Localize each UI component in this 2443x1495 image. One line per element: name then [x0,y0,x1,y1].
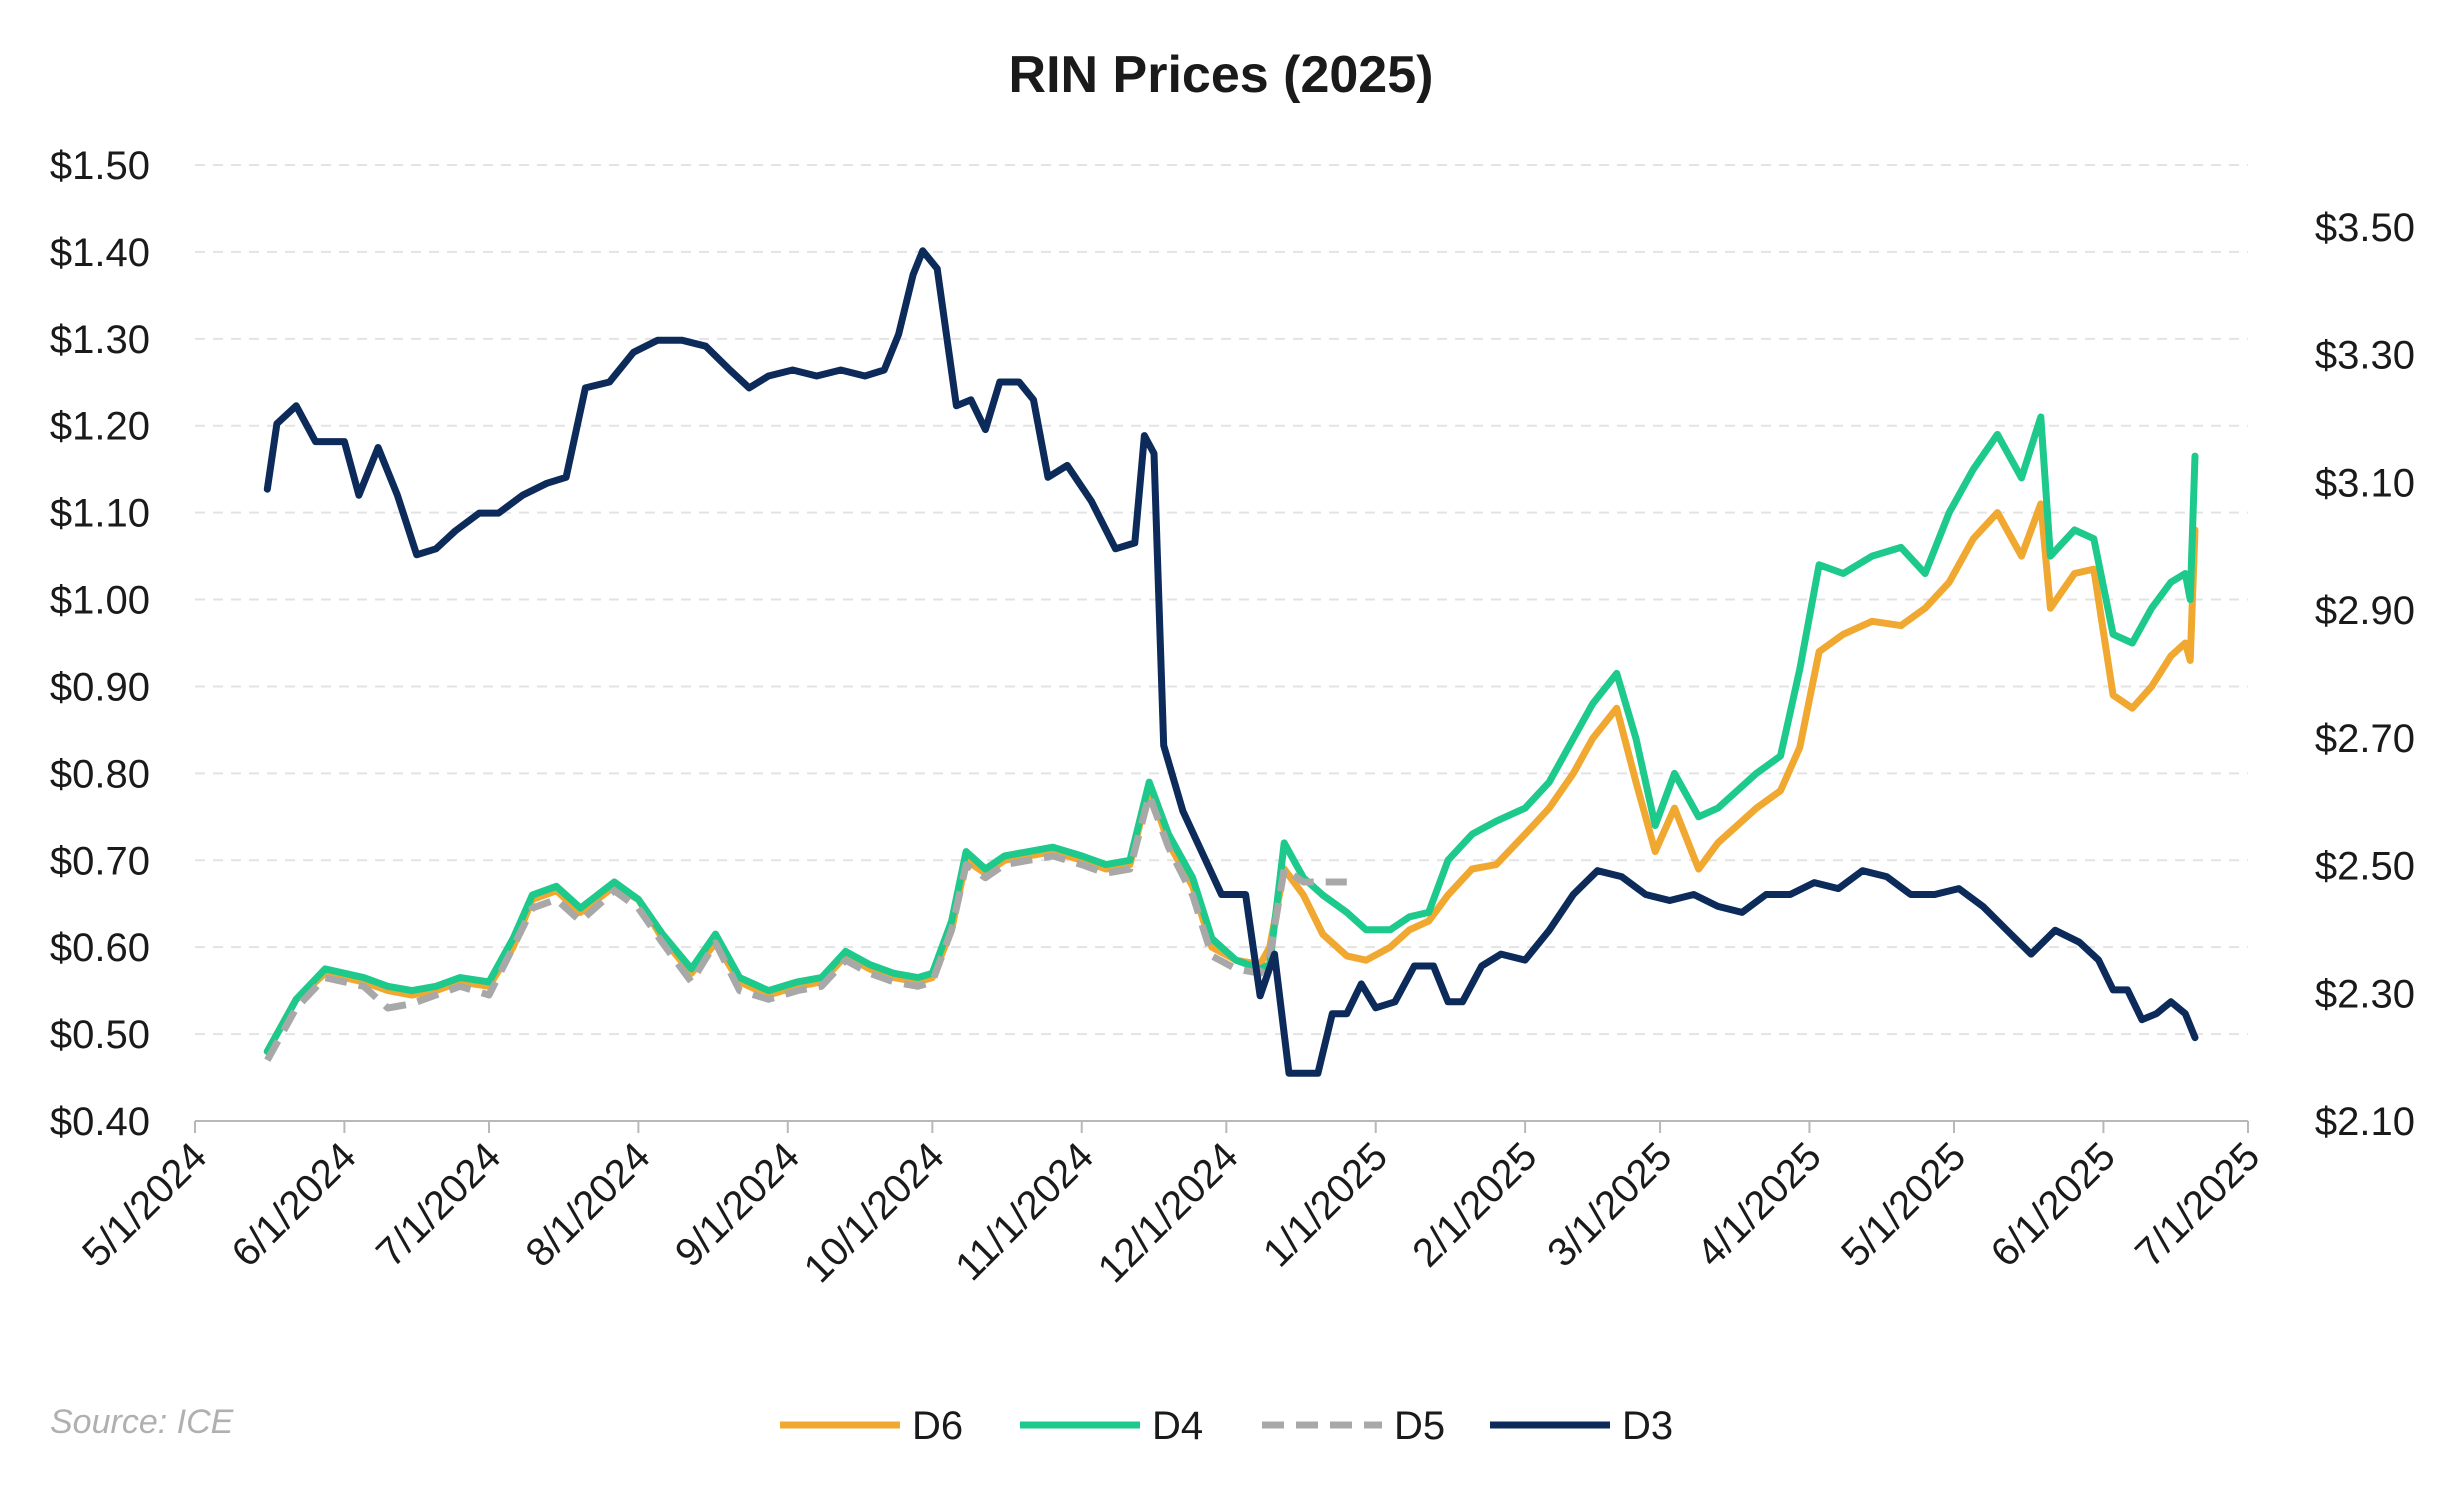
y-right-tick-label: $3.30 [2315,334,2415,378]
x-tick-label: 7/1/2024 [368,1134,509,1275]
x-tick-label: 4/1/2025 [1689,1134,1830,1275]
y-left-tick-label: $0.80 [50,752,150,796]
legend: D6 D4 D5 D3 [780,1404,1673,1448]
legend-label-d5: D5 [1394,1404,1445,1448]
x-tick-label: 5/1/2025 [1833,1134,1974,1275]
x-tick-label: 8/1/2024 [518,1134,659,1275]
x-tick-label: 5/1/2024 [74,1134,215,1275]
y-left-tick-label: $0.70 [50,839,150,883]
y-left-tick-label: $0.90 [50,665,150,709]
y-left-tick-label: $0.40 [50,1100,150,1144]
x-tick-label: 10/1/2024 [796,1134,953,1291]
x-tick-label: 3/1/2025 [1539,1134,1680,1275]
y-right-tick-label: $3.10 [2315,461,2415,505]
y-right-tick-label: $2.70 [2315,717,2415,761]
axes: $0.40 $0.50 $0.60 $0.70 $0.80 $0.90 $1.00 $1.10… [50,144,2415,1291]
x-tick-label: 12/1/2024 [1090,1134,1247,1291]
x-tick-label: 7/1/2025 [2127,1134,2268,1275]
series-line-d4 [263,413,2199,1055]
y-right-tick-label: $2.30 [2315,972,2415,1016]
x-tick-label: 1/1/2025 [1255,1134,1396,1275]
x-tick-label: 6/1/2024 [224,1134,365,1275]
y-left-tick-label: $1.10 [50,492,150,536]
y-left-tick-label: $1.30 [50,318,150,362]
y-right-tick-label: $2.10 [2315,1100,2415,1144]
y-right-tick-label: $2.50 [2315,845,2415,889]
gridlines [195,164,2248,1036]
y-left-tick-label: $0.50 [50,1013,150,1057]
series-line-d5 [264,791,1347,1062]
chart-title: RIN Prices (2025) [1009,46,1434,104]
x-tick-label: 9/1/2024 [667,1134,808,1275]
legend-label-d6: D6 [912,1404,963,1448]
series-lines [263,247,2199,1077]
y-left-tick-label: $1.20 [50,405,150,449]
source-note: Source: ICE [50,1403,234,1441]
x-tick-label: 11/1/2024 [947,1134,1102,1289]
series-line-d3 [263,247,2199,1077]
legend-label-d4: D4 [1152,1404,1203,1448]
y-left-tick-label: $1.00 [50,579,150,623]
legend-label-d3: D3 [1622,1404,1673,1448]
y-left-tick-label: $0.60 [50,926,150,970]
y-left-tick-label: $1.40 [50,231,150,275]
y-left-tick-label: $1.50 [50,144,150,188]
x-tick-label: 2/1/2025 [1404,1134,1545,1275]
y-right-tick-label: $3.50 [2315,206,2415,250]
y-right-tick-label: $2.90 [2315,589,2415,633]
x-tick-label: 6/1/2025 [1983,1134,2124,1275]
